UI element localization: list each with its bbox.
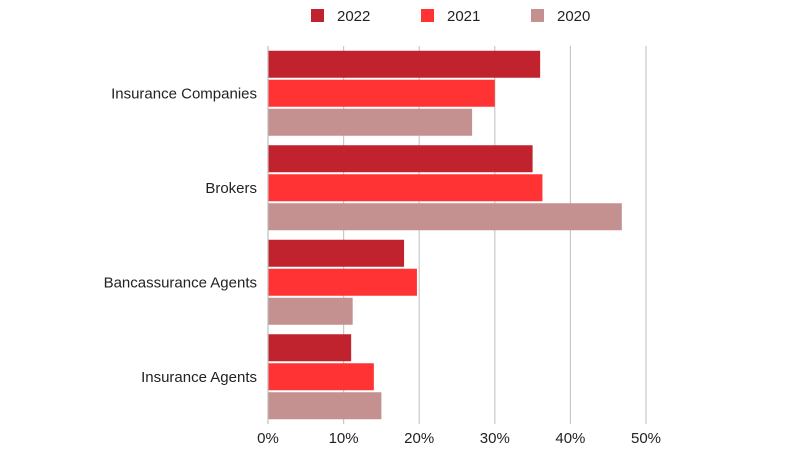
category-label: Insurance Agents [141, 369, 257, 386]
bar-2021 [268, 79, 495, 107]
bar-2021 [268, 363, 374, 391]
x-tick-label: 40% [555, 430, 585, 447]
category-label: Bancassurance Agents [104, 274, 257, 291]
x-tick-labels: 0% 10% 20% 30% 40% 50% [257, 430, 661, 447]
x-tick-label: 30% [480, 430, 510, 447]
x-tick-label: 10% [329, 430, 359, 447]
category-labels: Insurance Companies Brokers Bancassurance … [104, 85, 257, 386]
bar-2022 [268, 334, 352, 362]
legend-label: 2020 [557, 8, 590, 25]
bar-2021 [268, 174, 543, 202]
bar-2020 [268, 392, 382, 420]
bar-2022 [268, 50, 541, 78]
bar-2022 [268, 145, 533, 173]
x-tick-label: 20% [404, 430, 434, 447]
legend: 2022 2021 2020 [311, 8, 590, 25]
bar-2020 [268, 108, 473, 136]
legend-swatch [531, 9, 544, 22]
bars [268, 50, 622, 420]
legend-label: 2022 [337, 8, 370, 25]
bar-2020 [268, 203, 622, 231]
category-label: Brokers [205, 180, 257, 197]
legend-label: 2021 [447, 8, 480, 25]
bar-2022 [268, 239, 405, 267]
bar-2021 [268, 268, 417, 296]
x-tick-label: 50% [631, 430, 661, 447]
x-tick-label: 0% [257, 430, 279, 447]
legend-swatch [421, 9, 434, 22]
category-label: Insurance Companies [111, 85, 257, 102]
bar-2020 [268, 297, 353, 325]
legend-swatch [311, 9, 324, 22]
